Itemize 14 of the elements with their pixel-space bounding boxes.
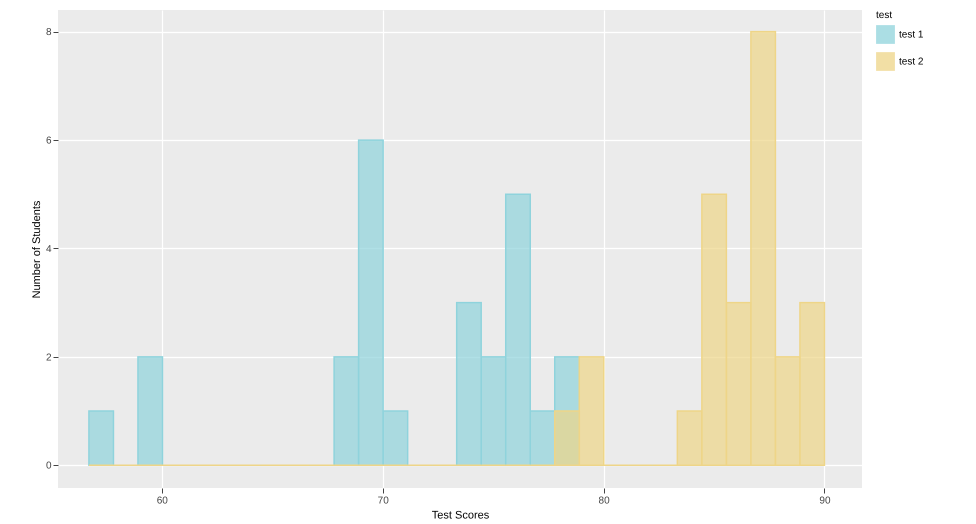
x-tick-label: 70 [378,496,390,506]
x-tick-label: 90 [819,496,831,506]
y-tick-label: 0 [46,460,52,472]
y-tick-label: 6 [46,136,52,147]
y-tick-label: 8 [46,27,52,38]
legend-label: test 2 [899,56,924,68]
x-tick-label: 80 [598,496,610,506]
legend-label: test 1 [899,30,924,40]
legend-title: test [876,10,892,21]
x-axis-title: Test Scores [432,510,490,522]
y-axis-title: Number of Students [30,200,43,298]
y-tick-label: 2 [46,352,52,364]
y-tick-label: 4 [46,244,52,255]
x-tick-label: 60 [156,496,168,506]
